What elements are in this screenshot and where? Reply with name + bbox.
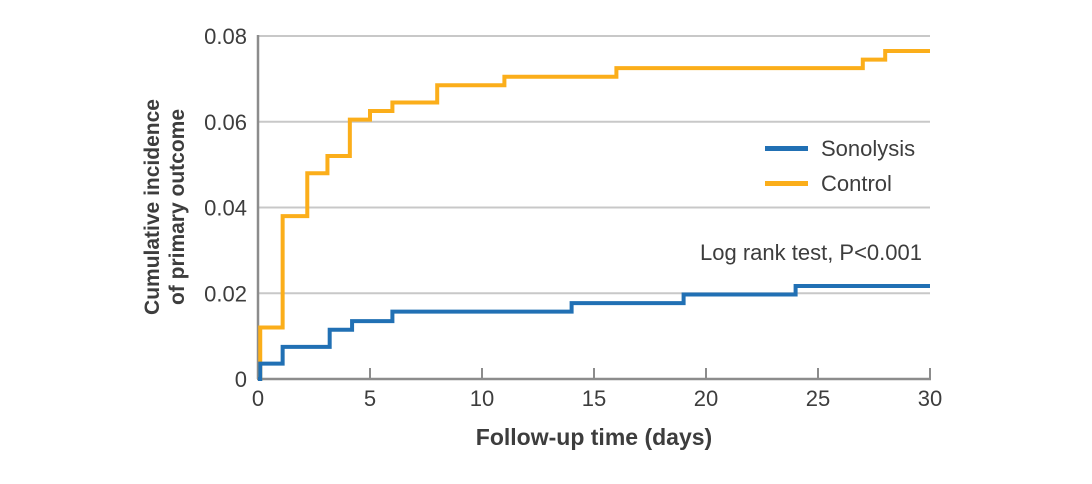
x-tick-label: 15	[582, 386, 606, 411]
log-rank-annotation: Log rank test, P<0.001	[700, 240, 922, 265]
legend-label-sonolysis: Sonolysis	[821, 135, 916, 161]
legend-item-control: Control	[765, 166, 915, 201]
y-tick-label: 0.02	[204, 281, 247, 306]
x-tick-label: 10	[470, 386, 494, 411]
legend-item-sonolysis: Sonolysis	[765, 131, 915, 166]
series-control-line	[258, 49, 930, 381]
x-tick-label: 0	[252, 386, 264, 411]
control-line-swatch	[765, 181, 808, 186]
y-tick-label: 0.06	[204, 110, 247, 135]
y-tick-label: 0.04	[204, 196, 247, 221]
x-tick-label: 30	[918, 386, 942, 411]
sonolysis-line-swatch	[765, 146, 808, 151]
y-tick-label: 0	[235, 367, 247, 392]
legend: Sonolysis Control	[765, 131, 915, 201]
x-tick-label: 25	[806, 386, 830, 411]
x-axis-title: Follow-up time (days)	[475, 424, 713, 450]
y-axis-title: Cumulative incidence of primary outcome	[141, 99, 191, 315]
x-tick-label: 5	[364, 386, 376, 411]
x-tick-label: 20	[694, 386, 718, 411]
y-axis-title-line1: Cumulative incidence	[141, 99, 165, 315]
y-tick-label: 0.08	[204, 24, 247, 49]
legend-label-control: Control	[821, 170, 892, 196]
series-sonolysis-line	[258, 283, 930, 381]
y-axis-title-line2: of primary outcome	[166, 108, 189, 306]
